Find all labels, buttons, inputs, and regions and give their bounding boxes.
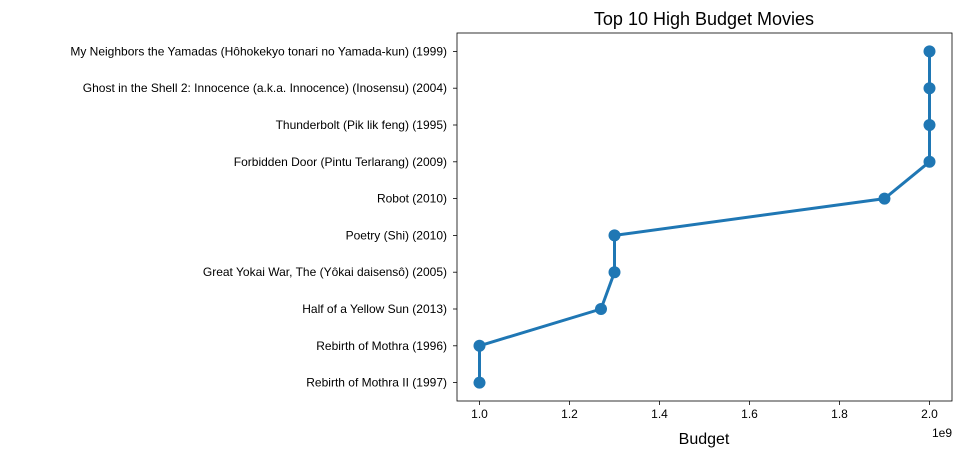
y-tick-label: Poetry (Shi) (2010) <box>346 228 447 242</box>
data-point <box>923 82 936 95</box>
x-tick-label: 1.2 <box>561 407 578 421</box>
x-tick-label: 1.6 <box>741 407 758 421</box>
y-axis: My Neighbors the Yamadas (Hôhokekyo tona… <box>70 44 457 390</box>
data-point <box>923 45 936 58</box>
x-axis-offset-label: 1e9 <box>932 426 952 440</box>
x-axis: 1.0 1.2 1.4 1.6 1.8 2.0 <box>471 401 938 421</box>
data-point <box>595 303 607 315</box>
x-tick-label: 2.0 <box>921 407 938 421</box>
y-tick-label: Ghost in the Shell 2: Innocence (a.k.a. … <box>83 81 447 95</box>
data-point <box>878 192 891 205</box>
data-point <box>608 229 621 242</box>
y-tick-label: Robot (2010) <box>377 192 447 206</box>
data-point <box>473 376 486 389</box>
data-point <box>608 266 621 279</box>
x-tick-label: 1.4 <box>651 407 668 421</box>
data-point <box>923 155 936 168</box>
y-tick-label: Half of a Yellow Sun (2013) <box>302 302 447 316</box>
x-axis-label: Budget <box>679 431 730 448</box>
data-point <box>473 339 486 352</box>
series-line <box>478 49 931 385</box>
y-tick-label: Thunderbolt (Pik lik feng) (1995) <box>276 118 447 132</box>
y-tick-label: My Neighbors the Yamadas (Hôhokekyo tona… <box>70 44 447 58</box>
chart-title: Top 10 High Budget Movies <box>594 9 814 29</box>
y-tick-label: Great Yokai War, The (Yôkai daisensô) (2… <box>203 265 447 279</box>
plot-area <box>456 32 953 402</box>
y-tick-label: Rebirth of Mothra (1996) <box>316 339 447 353</box>
data-series <box>473 45 936 389</box>
x-tick-label: 1.8 <box>831 407 848 421</box>
y-tick-label: Rebirth of Mothra II (1997) <box>306 376 447 390</box>
x-tick-label: 1.0 <box>471 407 488 421</box>
data-point <box>923 119 936 131</box>
y-tick-label: Forbidden Door (Pintu Terlarang) (2009) <box>234 155 447 169</box>
